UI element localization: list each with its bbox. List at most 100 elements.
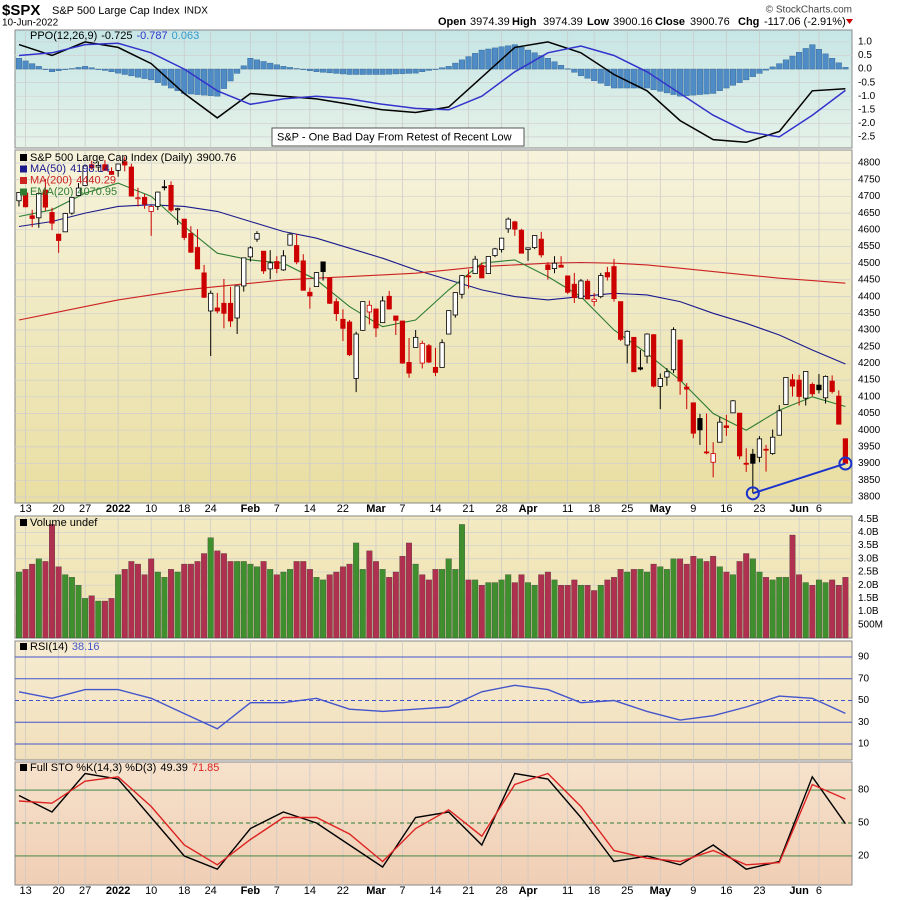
- candle-body: [366, 304, 372, 313]
- candle-body: [89, 164, 95, 169]
- histogram-bar: [293, 68, 300, 70]
- candle-body: [148, 206, 154, 212]
- candle-body: [95, 164, 101, 168]
- volume-bar: [412, 563, 419, 639]
- y-tick-label: 4200: [858, 358, 881, 369]
- x-tick-label: 2022: [106, 503, 130, 515]
- x-tick-label: 23: [753, 885, 765, 897]
- histogram-bar: [829, 58, 836, 70]
- volume-bar: [809, 585, 816, 639]
- x-tick-label: 16: [720, 885, 732, 897]
- volume-bar: [247, 563, 254, 639]
- candle-body: [829, 380, 835, 392]
- panel-background: [14, 761, 853, 886]
- histogram-bar: [710, 68, 717, 94]
- volume-bar: [399, 555, 406, 639]
- volume-bar: [379, 569, 386, 639]
- x-tick-label: 14: [304, 503, 316, 515]
- candle-body: [36, 193, 42, 219]
- histogram-bar: [68, 68, 75, 70]
- x-tick-label: Mar: [366, 503, 386, 515]
- y-tick-label: 4350: [858, 308, 881, 319]
- candle-body: [657, 378, 663, 387]
- candle-body: [803, 371, 809, 399]
- candle-body: [16, 192, 22, 202]
- candle-body: [518, 229, 525, 254]
- legend: S&P 500 Large Cap Index (Daily) 3900.76: [30, 152, 236, 164]
- y-tick-label: 3900: [858, 458, 881, 469]
- x-tick-label: Feb: [241, 885, 261, 897]
- volume-bar: [796, 574, 803, 639]
- candle-body: [313, 272, 320, 287]
- histogram-bar: [339, 68, 346, 75]
- volume-bar: [776, 577, 783, 639]
- histogram-bar: [320, 68, 327, 73]
- histogram-bar: [234, 68, 241, 74]
- y-tick-label: 90: [858, 652, 870, 663]
- legend: MA(50) 4198.14: [30, 163, 110, 175]
- legend-item: S&P 500 Large Cap Index (Daily): [30, 152, 192, 164]
- volume-bar: [505, 574, 512, 639]
- volume-bar: [518, 574, 525, 639]
- x-tick-label: 10: [145, 503, 157, 515]
- histogram-bar: [624, 68, 631, 89]
- candle-body: [360, 301, 366, 331]
- volume-bar: [141, 574, 148, 639]
- x-tick-label: 6: [816, 885, 822, 897]
- histogram-bar: [168, 68, 175, 89]
- volume-bar: [148, 558, 155, 639]
- legend-item: 0.063: [172, 30, 200, 42]
- candle-body: [274, 261, 280, 269]
- y-tick-label: 4600: [858, 224, 881, 235]
- candle-body: [525, 247, 531, 250]
- volume-bar: [677, 558, 684, 639]
- volume-bar: [220, 553, 227, 639]
- date: 10-Jun-2022: [2, 18, 59, 29]
- volume-bar: [287, 569, 293, 639]
- candle-body: [439, 342, 445, 368]
- x-tick-label: 22: [337, 503, 349, 515]
- volume-bar: [538, 574, 545, 639]
- histogram-bar: [412, 68, 419, 74]
- legend-item: Volume undef: [30, 517, 98, 529]
- volume-bar: [254, 566, 260, 639]
- quote-label: Open: [438, 16, 466, 28]
- y-tick-label: 50: [858, 818, 870, 829]
- histogram-bar: [29, 63, 36, 70]
- histogram-bar: [425, 68, 432, 71]
- histogram-bar: [128, 68, 135, 77]
- candle-body: [168, 185, 174, 211]
- histogram-bar: [696, 68, 703, 95]
- candle-body: [62, 213, 68, 233]
- volume-bar: [201, 553, 208, 639]
- histogram-bar: [42, 68, 49, 70]
- candle-body: [254, 233, 260, 240]
- histogram-bar: [108, 68, 115, 72]
- legend-swatch: [20, 188, 27, 196]
- histogram-bar: [333, 68, 340, 74]
- quote-label: Close: [655, 16, 685, 28]
- volume-bar: [472, 579, 479, 639]
- ppo-line: [18, 42, 846, 138]
- candle-body: [763, 448, 769, 451]
- histogram-bar: [782, 59, 789, 70]
- volume-bar: [465, 579, 472, 639]
- volume-bar: [670, 558, 677, 639]
- legend-swatch: [20, 165, 27, 173]
- candle-body: [750, 453, 756, 464]
- x-tick-label: Mar: [366, 885, 386, 897]
- histogram-bar: [690, 68, 697, 96]
- y-tick-label: 500M: [858, 619, 883, 630]
- volume-bar: [181, 563, 188, 639]
- candle-body: [75, 187, 82, 196]
- y-tick-label: 2.5B: [858, 567, 879, 578]
- volume-bar: [267, 569, 274, 639]
- y-tick-label: 30: [858, 717, 870, 728]
- x-tick-label: 7: [274, 503, 280, 515]
- volume-bar: [339, 566, 346, 639]
- x-tick-label: 9: [690, 885, 696, 897]
- volume-bar: [452, 569, 459, 639]
- histogram-bar: [630, 68, 637, 89]
- candle-body: [102, 164, 108, 171]
- candle-body: [822, 376, 829, 399]
